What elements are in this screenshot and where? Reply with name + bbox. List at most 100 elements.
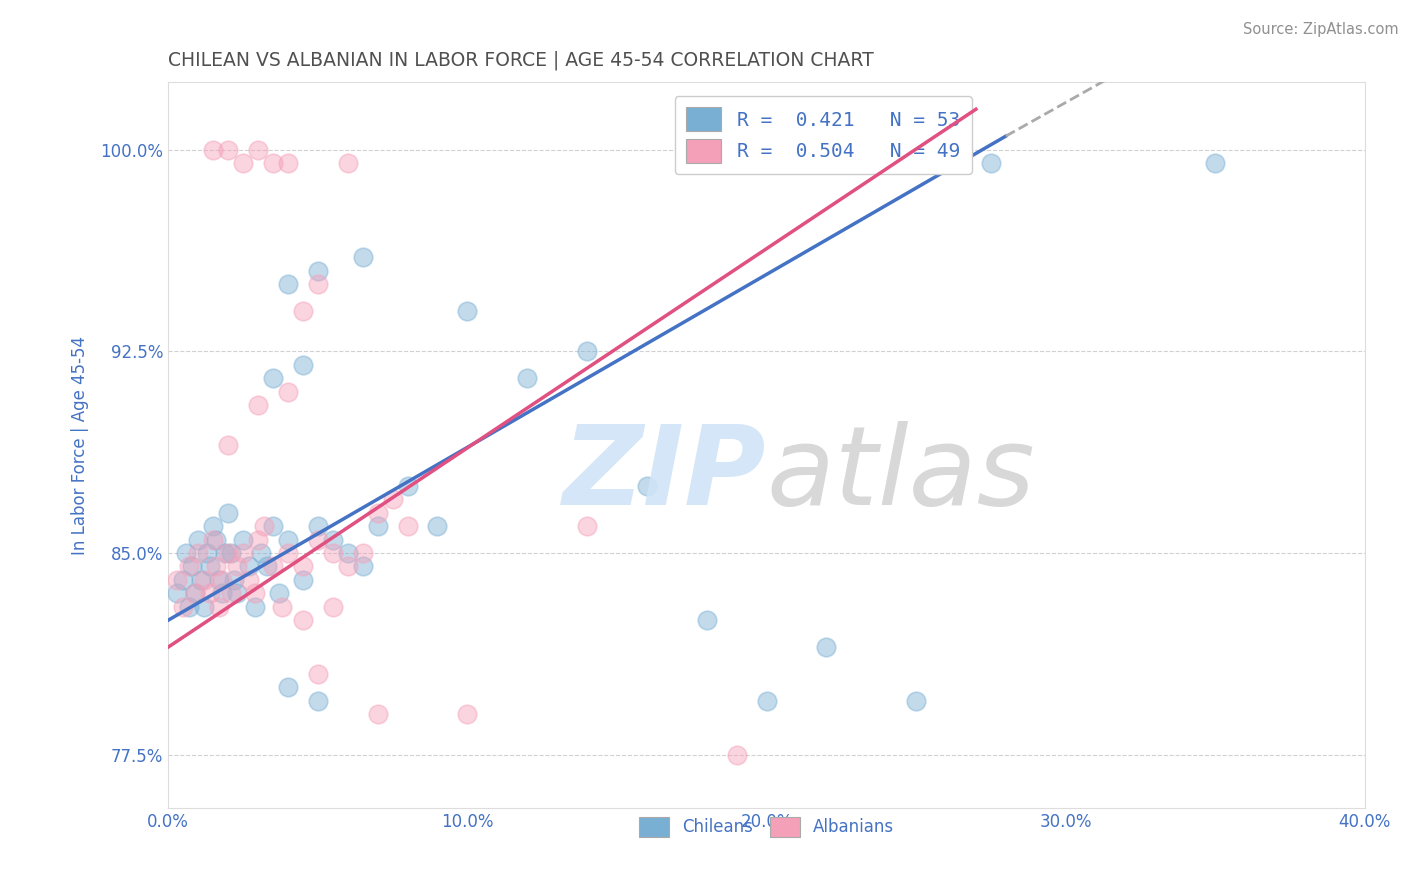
Point bbox=[202, 533, 225, 547]
Point bbox=[576, 344, 599, 359]
Point bbox=[202, 143, 225, 157]
Point bbox=[172, 599, 194, 614]
Point bbox=[238, 559, 260, 574]
Point bbox=[905, 694, 928, 708]
Point bbox=[211, 573, 233, 587]
Point bbox=[222, 573, 245, 587]
Point bbox=[352, 250, 374, 264]
Point bbox=[219, 546, 242, 560]
Point bbox=[226, 559, 249, 574]
Point bbox=[187, 533, 209, 547]
Point bbox=[262, 559, 284, 574]
Point bbox=[381, 492, 404, 507]
Point bbox=[250, 546, 273, 560]
Point bbox=[367, 506, 389, 520]
Point bbox=[166, 573, 188, 587]
Text: Source: ZipAtlas.com: Source: ZipAtlas.com bbox=[1243, 22, 1399, 37]
Point bbox=[217, 506, 239, 520]
Point bbox=[195, 546, 218, 560]
Point bbox=[253, 519, 276, 533]
Point bbox=[336, 559, 359, 574]
Point bbox=[232, 546, 254, 560]
Y-axis label: In Labor Force | Age 45-54: In Labor Force | Age 45-54 bbox=[72, 336, 89, 555]
Point bbox=[193, 573, 215, 587]
Point bbox=[232, 533, 254, 547]
Point bbox=[456, 707, 478, 722]
Point bbox=[307, 667, 329, 681]
Point bbox=[1204, 156, 1226, 170]
Point bbox=[277, 156, 299, 170]
Point bbox=[277, 277, 299, 291]
Point bbox=[291, 358, 314, 372]
Point bbox=[980, 156, 1002, 170]
Point bbox=[202, 519, 225, 533]
Point bbox=[367, 707, 389, 722]
Point bbox=[267, 586, 290, 600]
Point bbox=[516, 371, 538, 385]
Point bbox=[426, 519, 449, 533]
Point bbox=[172, 573, 194, 587]
Point bbox=[576, 519, 599, 533]
Point bbox=[187, 546, 209, 560]
Point bbox=[198, 586, 221, 600]
Point bbox=[166, 586, 188, 600]
Point bbox=[184, 586, 207, 600]
Point bbox=[336, 546, 359, 560]
Point bbox=[205, 559, 228, 574]
Point bbox=[307, 519, 329, 533]
Point bbox=[291, 304, 314, 318]
Point bbox=[219, 586, 242, 600]
Point bbox=[246, 143, 269, 157]
Point bbox=[291, 613, 314, 627]
Point bbox=[246, 533, 269, 547]
Point bbox=[367, 519, 389, 533]
Point bbox=[262, 156, 284, 170]
Point bbox=[307, 263, 329, 277]
Point bbox=[262, 519, 284, 533]
Point bbox=[322, 599, 344, 614]
Point bbox=[217, 143, 239, 157]
Point bbox=[217, 438, 239, 452]
Point bbox=[456, 304, 478, 318]
Point bbox=[696, 613, 718, 627]
Point bbox=[190, 573, 212, 587]
Point bbox=[636, 479, 658, 493]
Point bbox=[211, 586, 233, 600]
Point bbox=[322, 546, 344, 560]
Point bbox=[184, 586, 207, 600]
Point bbox=[193, 599, 215, 614]
Point bbox=[725, 747, 748, 762]
Point bbox=[226, 586, 249, 600]
Point bbox=[291, 573, 314, 587]
Point bbox=[205, 533, 228, 547]
Text: atlas: atlas bbox=[766, 421, 1035, 528]
Point bbox=[179, 559, 201, 574]
Point bbox=[208, 599, 231, 614]
Point bbox=[291, 559, 314, 574]
Point bbox=[217, 546, 239, 560]
Point bbox=[755, 694, 778, 708]
Point bbox=[198, 559, 221, 574]
Point bbox=[307, 533, 329, 547]
Point bbox=[277, 681, 299, 695]
Point bbox=[307, 694, 329, 708]
Point bbox=[322, 533, 344, 547]
Text: ZIP: ZIP bbox=[562, 421, 766, 528]
Point bbox=[179, 599, 201, 614]
Point bbox=[181, 559, 204, 574]
Point bbox=[208, 573, 231, 587]
Point bbox=[352, 546, 374, 560]
Point bbox=[243, 586, 266, 600]
Point bbox=[277, 533, 299, 547]
Point bbox=[277, 384, 299, 399]
Point bbox=[262, 371, 284, 385]
Point bbox=[232, 156, 254, 170]
Point bbox=[270, 599, 292, 614]
Point bbox=[352, 559, 374, 574]
Point bbox=[815, 640, 838, 654]
Point bbox=[238, 573, 260, 587]
Point bbox=[396, 479, 419, 493]
Point bbox=[396, 519, 419, 533]
Point bbox=[336, 156, 359, 170]
Legend: Chileans, Albanians: Chileans, Albanians bbox=[633, 810, 901, 844]
